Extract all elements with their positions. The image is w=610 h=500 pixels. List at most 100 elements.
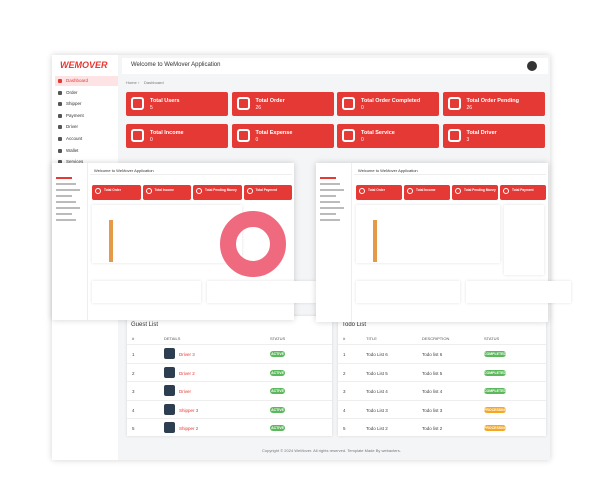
cell: 3 [343,389,346,394]
menu-line [56,189,80,191]
menu-icon [58,79,62,83]
chart-panel [356,205,500,263]
table-title: Guest List [131,322,159,328]
column-header: TITLE [366,336,377,341]
menu-item[interactable]: Services [55,157,118,167]
cell: Todo List 6 [366,352,388,357]
card-label: Total Pending Money [464,188,496,192]
card-label: Total Income [416,188,436,192]
guest-name: Shipper 2 [179,426,199,431]
bar [109,220,113,262]
menu-label: Wallet [66,147,79,153]
menu-item[interactable]: Account [55,134,118,144]
card-icon [342,97,355,110]
menu-icon [58,137,62,141]
table-panel [356,281,461,303]
card-label: Total Payment [255,188,278,192]
card-value: 0 [361,105,364,111]
menu-item[interactable]: Driver [55,122,118,132]
card-label: Total Order [368,188,385,192]
menu-label: Services [66,159,84,165]
guest-name: Driver 3 [179,352,195,357]
stat-card: Total Users 5 [126,92,228,116]
stat-card: Total Order 26 [231,92,334,116]
stat-card: Total Income 0 [126,124,228,148]
avatar [164,348,175,359]
cell: Todo list 2 [422,426,443,431]
menu-icon [58,125,62,130]
card-label: Total Order Pending [466,98,519,104]
stat-card: Total Payment [243,185,292,200]
row-line [127,418,332,419]
chart-panel [503,205,544,275]
menu-label: Account [66,136,83,141]
card-value: 3 [466,137,470,143]
guest-name: Driver [179,389,191,394]
sidebar [316,163,352,322]
menu-line [320,201,340,203]
card-label: Total Pending Money [205,188,237,192]
cell: Todo list 5 [422,370,443,376]
card-label: Total Order [255,98,285,104]
card-icon [503,188,509,194]
card-icon [131,97,144,110]
card-icon [236,97,250,110]
menu-item[interactable]: Shipper [55,99,118,109]
row-line [127,344,332,345]
breadcrumb-sep: › [138,80,140,85]
menu-item[interactable]: Wallet [55,146,118,156]
card-icon [236,129,250,142]
status-badge: COMPLETED [484,388,506,394]
avatar [164,366,175,378]
card-value: 26 [255,105,262,111]
menu-item[interactable]: Payment [55,111,118,121]
cell: Todo list 3 [422,407,443,413]
card-label: Total Income [154,188,174,192]
header-title: Welcome to WeMover Application [94,168,154,173]
menu-line [320,219,340,221]
menu-line [320,189,344,191]
card-label: Total Expense [255,130,293,136]
card-icon [95,188,101,194]
cell: Todo List 4 [366,389,388,394]
card-icon [447,129,461,142]
status-badge: ACTIVE [270,388,285,394]
card-value: 0 [255,137,259,143]
column-header: STATUS [270,336,286,341]
status-badge: ACTIVE [270,369,285,376]
card-label: Total Driver [466,130,497,136]
breadcrumb: Dashboard [144,80,164,85]
table-panel [92,281,201,303]
menu-line [320,177,336,179]
menu-line [56,177,72,179]
cell: 2 [343,370,346,376]
cell: Todo List 5 [366,370,388,376]
card-icon [447,97,461,110]
header: Welcome to WeMover Application [122,58,548,74]
status-badge: ACTIVE [270,425,285,431]
card-icon [342,129,355,142]
status-badge: PROCESSING [484,425,508,431]
cell: 5 [343,426,346,431]
table-panel [466,281,571,303]
card-value: 0 [150,137,153,143]
menu-line [56,219,76,221]
guest-name: Shipper 3 [179,407,199,413]
menu-line [320,207,344,209]
status-badge: ACTIVE [270,351,285,357]
card-label: Total Service [361,130,395,136]
bar [373,220,377,262]
stat-card: Total Income [142,185,191,200]
menu-label: Payment [66,112,84,118]
stat-card: Total Payment [500,185,546,200]
stat-card: Total Income [404,185,450,200]
stat-card: Total Order [356,185,402,200]
header [354,165,546,175]
menu-icon [58,102,62,107]
menu-item[interactable]: Order [55,88,118,98]
status-badge: PROCESSING [484,406,508,413]
card-value: 26 [466,105,473,111]
cell: 3 [132,389,135,394]
card-value: 5 [150,105,153,111]
menu-item[interactable]: Dashboard [55,76,118,86]
